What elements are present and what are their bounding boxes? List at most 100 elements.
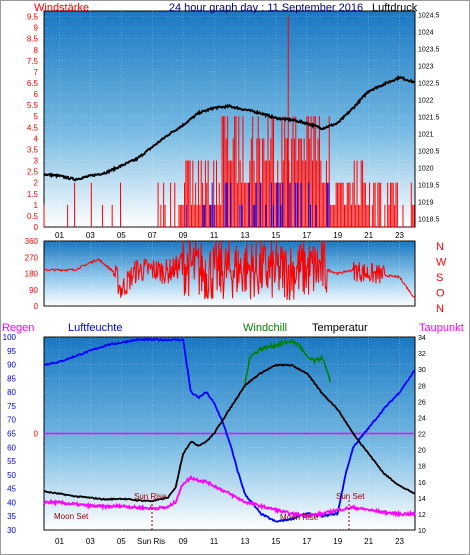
temperature-tick-label: 34 [418,335,426,342]
compass-label: O [436,288,445,300]
x-tick-label: 09 [179,231,188,240]
pressure-tick-label: 1021 [418,131,434,138]
x-tick-label: 13 [241,537,250,546]
legend-regen: Regen [2,322,34,334]
temperature-tick-label: 32 [418,351,426,358]
x-tick-label: 03 [86,537,95,546]
sunrise-label: Sun Rise [134,492,167,501]
temperature-line [43,363,416,503]
wind-tick-label: 8.5 [27,35,39,44]
temperature-tick-label: 14 [418,496,426,503]
humidity-line [43,337,416,523]
wind-tick-label: 6.5 [27,79,39,88]
x-tick-label: 01 [55,231,64,240]
temperature-tick-label: 16 [418,480,426,487]
humidity-axis-labels: 100 95 90 85 80 75 70 65 60 55 50 45 40 35 30 0 [3,333,39,535]
x-tick-label: 01 [55,537,64,546]
wind-tick-label: 7.5 [27,57,39,66]
temperature-axis-labels: 34 32 30 28 26 24 22 20 18 16 14 12 10 [418,335,426,535]
x-tick-label: 11 [210,231,219,240]
wind-direction-grid [44,240,415,307]
pressure-tick-label: 1024 [418,29,434,36]
wind-tick-label: 8 [34,46,39,55]
wind-tick-label: 1 [34,201,39,210]
temperature-tick-label: 26 [418,399,426,406]
x-tick-label: 19 [333,231,342,240]
moonset-label: Moon Set [54,512,89,521]
sunrise-x-label: Sun Ris [137,537,165,546]
direction-tick-label: 180 [25,270,39,279]
wind-tick-label: 9 [34,24,39,33]
windchill-line [244,338,331,387]
direction-tick-label: 0 [34,302,39,311]
compass-label: S [436,272,443,284]
wind-x-tick-labels: 01 03 05 07 09 11 13 15 17 19 21 23 [55,231,405,240]
humidity-tick-label: 80 [7,388,16,397]
humidity-tick-label: 45 [7,485,16,494]
x-tick-label: 11 [210,537,219,546]
humidity-tick-label: 90 [7,361,16,370]
pressure-axis-labels: 1018.5 1019 1019.5 1020 1020.5 1021 1021.5 1022… [418,12,440,223]
pressure-tick-label: 1018.5 [418,216,440,223]
pressure-axis-title: Luftdruck [372,2,418,14]
chart-title: 24 hour graph day : 11 September 2016 [169,2,363,14]
temperature-tick-label: 10 [418,528,426,535]
humidity-tick-label: 60 [7,443,16,452]
x-tick-label: 21 [364,537,373,546]
humidity-tick-label: 35 [7,512,16,521]
compass-label: W [436,257,447,269]
wind-tick-label: 3 [34,157,39,166]
wind-tick-label: 2.5 [27,168,39,177]
temperature-tick-label: 30 [418,367,426,374]
direction-axis-labels: 360 270 180 90 0 [25,237,39,311]
humidity-tick-label: 50 [7,471,16,480]
wind-direction-line [43,239,416,301]
pressure-tick-label: 1023.5 [418,46,440,53]
x-tick-label: 09 [179,537,188,546]
humidity-tick-label: 65 [7,430,16,439]
x-tick-label: 05 [117,231,126,240]
humidity-tick-label: 85 [7,374,16,383]
temperature-tick-label: 24 [418,415,426,422]
humidity-x-tick-labels: 01 03 05 09 11 13 15 17 19 21 23 [55,537,405,546]
pressure-tick-label: 1020 [418,165,434,172]
wind-tick-label: 4 [34,134,39,143]
humidity-tick-label: 40 [7,498,16,507]
direction-tick-label: 270 [25,253,39,262]
legend-taupunkt: Taupunkt [419,322,464,334]
temperature-tick-label: 28 [418,383,426,390]
wind-tick-label: 2 [34,179,39,188]
wind-tick-label: 4.5 [27,123,39,132]
x-tick-label: 17 [302,537,311,546]
pressure-tick-label: 1023 [418,63,434,70]
pressure-tick-label: 1024.5 [418,12,440,19]
x-tick-label: 05 [117,537,126,546]
pressure-tick-label: 1020.5 [418,148,440,155]
legend-temperatur: Temperatur [312,322,368,334]
wind-tick-label: 6 [34,90,39,99]
wind-axis-title: Windstärke [34,2,89,14]
pressure-tick-label: 1021.5 [418,114,440,121]
direction-tick-label: 360 [25,237,39,246]
wind-tick-label: 5 [34,112,39,121]
wind-tick-label: 0.5 [27,212,39,221]
wind-tick-label: 5.5 [27,101,39,110]
x-tick-label: 21 [364,231,373,240]
x-tick-label: 13 [241,231,250,240]
direction-tick-label: 90 [29,286,38,295]
pressure-tick-label: 1019 [418,199,434,206]
pressure-tick-label: 1022 [418,97,434,104]
moonrise-label: Moon Rise [280,513,319,522]
x-tick-label: 23 [395,231,404,240]
temperature-tick-label: 18 [418,464,426,471]
wind-tick-label: 9.5 [27,13,39,22]
sunset-label: Sun Set [336,492,365,501]
wind-tick-label: 7 [34,68,39,77]
pressure-line [43,74,416,182]
wind-bars [43,16,415,227]
humidity-tick-label: 100 [3,333,17,342]
x-tick-label: 15 [271,231,280,240]
rain-tick-label: 0 [34,430,39,439]
